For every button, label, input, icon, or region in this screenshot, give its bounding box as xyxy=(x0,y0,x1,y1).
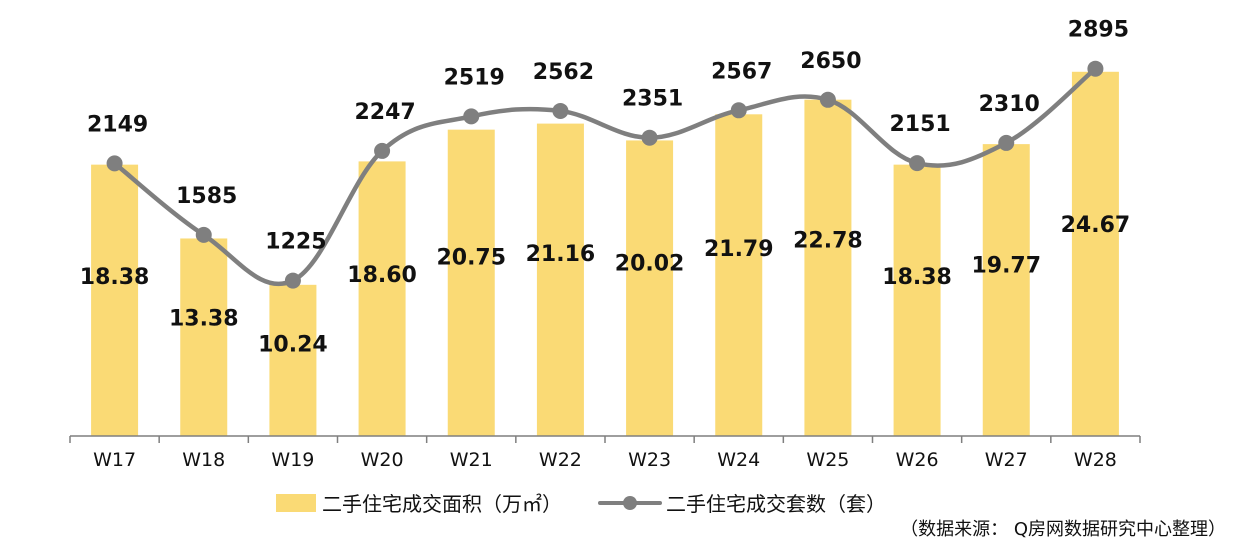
line-point-w22 xyxy=(552,102,569,119)
bar-label-w28: 24.67 xyxy=(1061,213,1131,238)
legend-bar-label: 二手住宅成交面积（万㎡） xyxy=(322,492,562,516)
line-label-w24: 2567 xyxy=(711,59,772,84)
line-label-w18: 1585 xyxy=(176,184,237,209)
bar-w25 xyxy=(804,99,852,437)
bar-w23 xyxy=(626,140,674,436)
legend-bar-swatch xyxy=(276,494,316,512)
x-tick-label-w22: W22 xyxy=(539,449,582,471)
bar-label-w19: 10.24 xyxy=(258,332,328,357)
x-tick-label-w25: W25 xyxy=(806,449,849,471)
line-label-w23: 2351 xyxy=(622,87,683,112)
x-tick-label-w27: W27 xyxy=(985,449,1028,471)
x-tick-label-w26: W26 xyxy=(896,449,939,471)
x-tick-label-w24: W24 xyxy=(717,449,760,471)
x-axis: W17 W18 W19 W20 W21 W22 W23 W24 W25 W26 W27 W28 xyxy=(69,435,1141,471)
bar-label-w26: 18.38 xyxy=(882,265,952,290)
bar-w20 xyxy=(358,161,406,436)
line-data-labels: 2149 1585 1225 2247 2519 2562 2351 2567 2650 2151… xyxy=(87,18,1129,255)
x-tick-label-w21: W21 xyxy=(450,449,493,471)
bar-w21 xyxy=(447,129,495,436)
x-tick-label-w19: W19 xyxy=(271,449,314,471)
x-tick-label-w20: W20 xyxy=(361,449,404,471)
bar-w27 xyxy=(982,144,1030,436)
line-point-w26 xyxy=(909,155,926,172)
line-label-w27: 2310 xyxy=(979,92,1040,117)
line-label-w26: 2151 xyxy=(889,112,950,137)
line-label-w25: 2650 xyxy=(800,49,861,74)
line-point-w21 xyxy=(463,108,480,125)
line-label-w19: 1225 xyxy=(265,230,326,255)
bar-w28 xyxy=(1071,71,1119,436)
bar-label-w18: 13.38 xyxy=(169,306,239,331)
line-point-w17 xyxy=(106,155,123,172)
legend-line-marker xyxy=(623,496,637,510)
bar-label-w25: 22.78 xyxy=(793,229,863,254)
line-point-w27 xyxy=(998,134,1015,151)
bar-w22 xyxy=(536,123,584,437)
line-label-w17: 2149 xyxy=(87,112,148,137)
line-point-w19 xyxy=(284,272,301,289)
line-label-w21: 2519 xyxy=(444,65,505,90)
x-tick-label-w23: W23 xyxy=(628,449,671,471)
line-point-w18 xyxy=(195,226,212,243)
legend-line-label: 二手住宅成交套数（套） xyxy=(666,492,886,516)
line-label-w22: 2562 xyxy=(533,60,594,85)
bar-w18 xyxy=(180,238,228,436)
x-tick-label-w28: W28 xyxy=(1074,449,1117,471)
bar-w17 xyxy=(91,164,139,437)
bar-data-labels: 18.38 13.38 10.24 18.60 20.75 21.16 20.02 21.79… xyxy=(80,213,1130,357)
legend: 二手住宅成交面积（万㎡） 二手住宅成交套数（套） xyxy=(276,492,886,516)
bar-label-w21: 20.75 xyxy=(436,245,506,270)
line-path xyxy=(112,66,1098,287)
bar-label-w22: 21.16 xyxy=(526,242,596,267)
bar-w24 xyxy=(715,114,763,437)
bar-label-w17: 18.38 xyxy=(80,265,150,290)
x-tick-label-w18: W18 xyxy=(182,449,225,471)
x-tick-label-w17: W17 xyxy=(93,449,136,471)
bar-w19 xyxy=(269,284,317,436)
line-point-w20 xyxy=(374,142,391,159)
bar-label-w20: 18.60 xyxy=(347,263,417,288)
source-note: （数据来源： Q房网数据研究中心整理） xyxy=(900,519,1226,540)
line-label-w20: 2247 xyxy=(354,100,415,125)
bar-w26 xyxy=(893,164,941,437)
line-point-w28 xyxy=(1087,60,1104,77)
line-label-w28: 2895 xyxy=(1068,18,1129,43)
bar-label-w23: 20.02 xyxy=(615,251,685,276)
line-series xyxy=(106,60,1104,289)
bar-label-w24: 21.79 xyxy=(704,237,774,262)
line-point-w23 xyxy=(641,129,658,146)
line-point-w25 xyxy=(819,91,836,108)
bar-label-w27: 19.77 xyxy=(971,254,1041,279)
bar-series xyxy=(91,71,1119,437)
line-point-w24 xyxy=(730,102,747,119)
